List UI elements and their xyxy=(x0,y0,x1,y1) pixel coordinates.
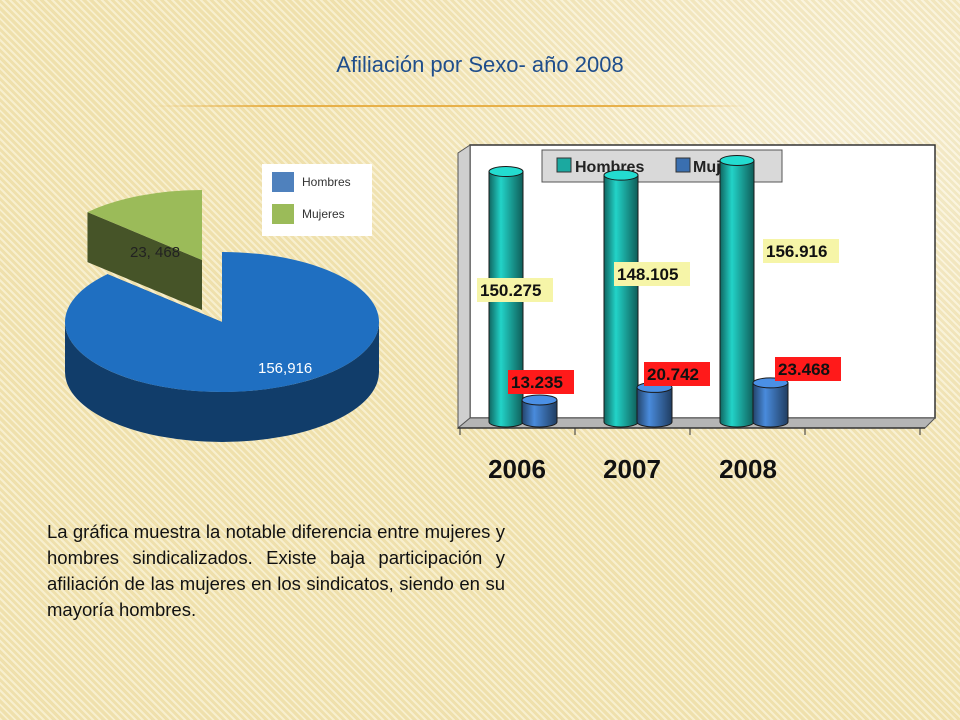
pie-top-mujeres xyxy=(87,190,202,260)
bar-mujeres-2006 xyxy=(521,394,558,428)
data-label-hombres-2008-text: 156.916 xyxy=(766,242,827,261)
pie-legend-item-hombres: Hombres xyxy=(272,172,351,192)
bar-hombres-2008 xyxy=(719,154,755,428)
pie-top-hombres xyxy=(65,252,380,392)
pie-label-mujeres: 23, 468 xyxy=(130,244,180,261)
pie-edge-mujeres-0 xyxy=(87,212,202,310)
pie-legend-label-hombres: Hombres xyxy=(302,175,351,189)
pie-legend: Hombres Mujeres xyxy=(262,164,372,236)
pie-side-hombres xyxy=(65,322,379,442)
bar-legend-swatch-hombres xyxy=(556,157,572,173)
x-tick-label-2007: 2007 xyxy=(603,454,661,484)
pie-label-hombres: 156,916 xyxy=(258,360,312,377)
data-label-mujeres-2007-text: 20.742 xyxy=(647,365,699,384)
data-label-mujeres-2007: 20.742 xyxy=(644,362,710,386)
pie-legend-label-mujeres: Mujeres xyxy=(302,207,345,221)
pie-legend-swatch-mujeres xyxy=(272,204,294,224)
pie-slice-mujeres: 23, 468 xyxy=(87,190,202,310)
pie-legend-item-mujeres: Mujeres xyxy=(272,204,345,224)
data-label-hombres-2006: 150.275 xyxy=(477,278,553,302)
bar-plot-sidewall xyxy=(457,144,471,430)
data-label-hombres-2007-text: 148.105 xyxy=(617,265,678,284)
data-label-mujeres-2008: 23.468 xyxy=(775,357,841,381)
data-label-hombres-2008: 156.916 xyxy=(763,239,839,263)
data-label-mujeres-2008-text: 23.468 xyxy=(778,360,830,379)
bar-legend-swatch-mujeres xyxy=(675,157,691,173)
pie-legend-swatch-hombres xyxy=(272,172,294,192)
bar-mujeres-2007 xyxy=(636,381,673,428)
x-tick-label-2008: 2008 xyxy=(719,454,777,484)
data-label-hombres-2006-text: 150.275 xyxy=(480,281,541,300)
data-label-hombres-2007: 148.105 xyxy=(614,262,690,286)
title-divider xyxy=(150,105,750,107)
description-text: La gráfica muestra la notable diferencia… xyxy=(47,521,505,620)
page-title: Afiliación por Sexo- año 2008 xyxy=(336,52,624,77)
bar-mujeres-2008 xyxy=(752,377,789,428)
bar-hombres-2007 xyxy=(603,169,639,428)
data-label-mujeres-2006: 13.235 xyxy=(508,370,574,394)
pie-slice-hombres: 156,916 xyxy=(65,252,380,442)
data-label-mujeres-2006-text: 13.235 xyxy=(511,373,563,392)
x-tick-label-2006: 2006 xyxy=(488,454,546,484)
